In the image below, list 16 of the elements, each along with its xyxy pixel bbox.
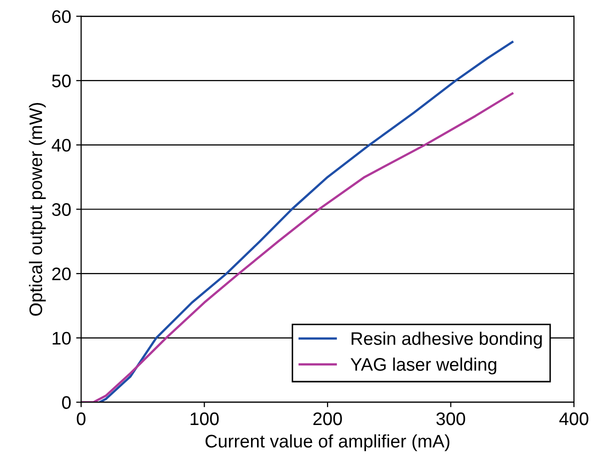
- x-tick-label: 400: [559, 412, 588, 426]
- y-tick-label: 40: [52, 138, 71, 152]
- y-tick-label: 50: [52, 74, 71, 88]
- legend-label: YAG laser welding: [350, 358, 496, 374]
- x-axis-title: Current value of amplifier (mA): [206, 434, 450, 452]
- y-axis-title: Optical output power (mW): [28, 103, 46, 316]
- x-tick-label: 200: [313, 412, 342, 426]
- y-tick-label: 10: [52, 332, 71, 345]
- x-tick-label: 0: [76, 412, 86, 426]
- y-tick-label: 60: [52, 10, 71, 23]
- x-tick-label: 300: [436, 412, 466, 426]
- y-tick-label: 20: [52, 268, 71, 280]
- x-tick-label: 100: [190, 412, 219, 426]
- y-tick-label: 30: [52, 203, 71, 216]
- legend-label: Resin adhesive bonding: [352, 332, 542, 349]
- y-tick-label: 0: [62, 396, 71, 409]
